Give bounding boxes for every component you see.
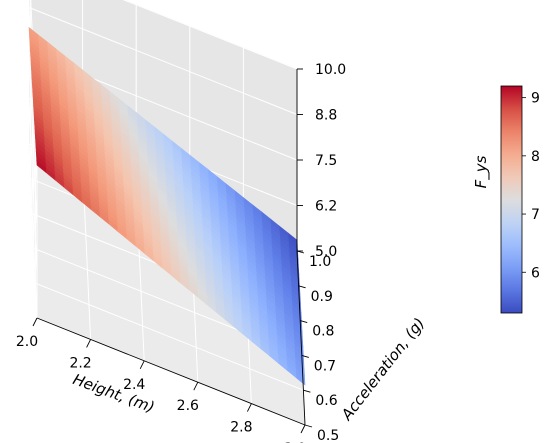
- x-tick-label: 2.2: [69, 355, 91, 371]
- x-tick: [86, 339, 92, 348]
- x-tick: [139, 360, 145, 370]
- y-tick-label: 0.7: [314, 358, 336, 374]
- x-tick: [246, 403, 252, 412]
- y-tick: [303, 389, 311, 393]
- y-axis-label: Acceleration, (g): [337, 314, 428, 424]
- colorbar-tick-label: 9: [531, 91, 540, 107]
- x-tick-label: 2.0: [16, 334, 38, 350]
- y-tick: [300, 320, 308, 324]
- y-axis-line: [296, 250, 306, 426]
- gridline: [28, 143, 38, 319]
- colorbar: 6 7 8 9: [500, 85, 540, 314]
- z-tick-label: 6.2: [315, 199, 337, 215]
- surface-patch: [36, 159, 47, 174]
- y-tick-label: 0.8: [312, 324, 334, 340]
- y-tick-label: 0.6: [315, 393, 337, 409]
- z-tick-label: 8.8: [315, 108, 337, 124]
- x-tick-label: 2.8: [230, 420, 252, 436]
- z-axis-ticks: 5.0 6.2 7.5 8.8 10.0: [297, 62, 346, 260]
- y-axis-ticks: 0.5 0.6 0.7 0.8 0.9 1.0: [296, 250, 339, 443]
- x-axis-ticks: 2.0 2.2 2.4 2.6 2.8 3.0: [16, 317, 306, 443]
- z-tick-label: 5.0: [315, 244, 337, 260]
- gridline: [28, 52, 38, 228]
- y-tick-label: 0.9: [311, 289, 333, 305]
- z-axis-label: F_ys: [472, 155, 491, 188]
- gridline: [28, 98, 38, 273]
- y-tick-label: 0.5: [317, 428, 339, 443]
- colorbar-tick-label: 6: [531, 265, 540, 281]
- y-tick: [298, 285, 306, 289]
- y-tick: [304, 424, 313, 428]
- gridline: [28, 7, 298, 115]
- colorbar-tick-label: 8: [531, 149, 540, 165]
- colorbar-tick-label: 7: [531, 207, 540, 223]
- y-tick-label: 1.0: [309, 254, 331, 270]
- x-axis-line: [36, 317, 306, 426]
- gridline: [35, 282, 304, 391]
- surface: [28, 26, 306, 386]
- x-tick-label: 2.6: [177, 398, 199, 414]
- x-tick: [193, 381, 199, 391]
- y-tick: [301, 354, 309, 358]
- x-tick-label: 3.0: [284, 441, 306, 443]
- gridline: [122, 0, 298, 70]
- x-tick: [300, 424, 306, 434]
- x-tick: [32, 317, 38, 327]
- z-tick-label: 10.0: [315, 62, 346, 78]
- x-tick-label: 2.4: [123, 377, 145, 393]
- z-tick-label: 7.5: [315, 153, 337, 169]
